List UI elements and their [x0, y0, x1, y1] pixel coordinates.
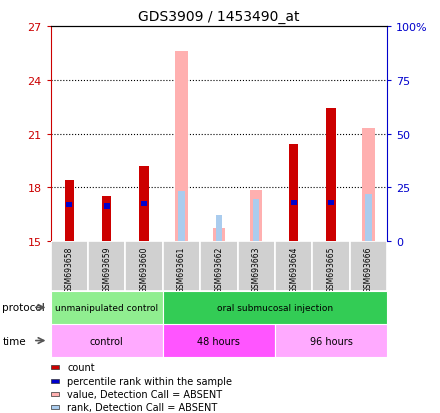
Title: GDS3909 / 1453490_at: GDS3909 / 1453490_at	[138, 10, 300, 24]
Text: time: time	[2, 336, 26, 346]
Bar	[312, 242, 350, 291]
Text: count: count	[67, 362, 95, 372]
Bar	[289, 145, 298, 242]
Bar	[275, 324, 387, 357]
Bar	[363, 129, 374, 242]
Bar	[51, 365, 59, 369]
Text: GSM693659: GSM693659	[102, 246, 111, 292]
Text: 96 hours: 96 hours	[310, 336, 352, 346]
Bar	[51, 392, 59, 396]
Text: 48 hours: 48 hours	[198, 336, 240, 346]
Bar	[163, 242, 200, 291]
Bar	[326, 109, 336, 242]
Bar	[238, 242, 275, 291]
Bar	[275, 242, 312, 291]
Bar	[365, 194, 372, 242]
Text: percentile rank within the sample: percentile rank within the sample	[67, 376, 232, 386]
Bar	[163, 291, 387, 324]
Text: protocol: protocol	[2, 303, 45, 313]
Bar	[253, 199, 260, 242]
Text: GSM693662: GSM693662	[214, 246, 224, 292]
Bar	[213, 228, 225, 242]
Bar	[139, 166, 149, 242]
Text: GSM693665: GSM693665	[326, 246, 336, 292]
Bar	[163, 324, 275, 357]
Bar	[102, 197, 111, 242]
Bar	[103, 204, 110, 209]
Bar	[290, 200, 297, 206]
Text: GSM693658: GSM693658	[65, 246, 74, 292]
Bar	[51, 406, 59, 409]
Bar	[51, 242, 88, 291]
Bar	[125, 242, 163, 291]
Bar	[250, 191, 262, 242]
Bar	[328, 200, 334, 206]
Text: oral submucosal injection: oral submucosal injection	[217, 303, 333, 312]
Text: GSM693660: GSM693660	[139, 246, 149, 292]
Bar	[141, 201, 147, 207]
Bar	[216, 216, 222, 242]
Text: GSM693664: GSM693664	[289, 246, 298, 292]
Text: GSM693661: GSM693661	[177, 246, 186, 292]
Bar	[178, 192, 185, 242]
Bar	[176, 52, 187, 242]
Bar	[350, 242, 387, 291]
Text: GSM693663: GSM693663	[252, 246, 261, 292]
Text: rank, Detection Call = ABSENT: rank, Detection Call = ABSENT	[67, 402, 217, 413]
Bar	[200, 242, 238, 291]
Bar	[65, 181, 74, 242]
Text: GSM693666: GSM693666	[364, 246, 373, 292]
Text: control: control	[90, 336, 124, 346]
Bar	[66, 202, 73, 208]
Text: value, Detection Call = ABSENT: value, Detection Call = ABSENT	[67, 389, 222, 399]
Text: unmanipulated control: unmanipulated control	[55, 303, 158, 312]
Bar	[88, 242, 125, 291]
Bar	[51, 324, 163, 357]
Bar	[51, 379, 59, 383]
Bar	[51, 291, 163, 324]
